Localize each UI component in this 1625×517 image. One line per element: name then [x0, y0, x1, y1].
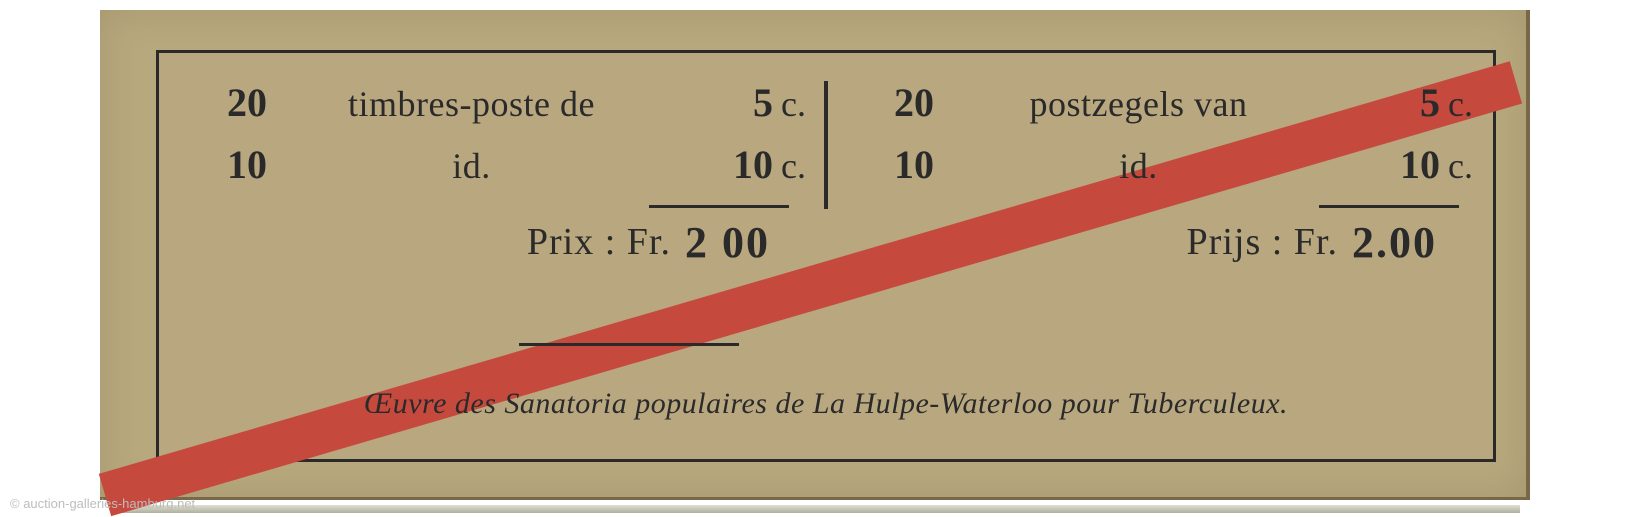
value: 5	[1420, 79, 1440, 126]
line-2: 10 id. 10 c.	[195, 141, 806, 203]
booklet-pages-edge	[120, 505, 1520, 513]
rule-under-right-10c	[1319, 205, 1459, 208]
french-column: 20 timbres-poste de 5 c. 10 id. 10 c.	[159, 79, 826, 285]
description: id.	[267, 145, 676, 187]
qty: 20	[862, 79, 934, 126]
price-label: Prijs : Fr.	[1187, 220, 1338, 264]
line-1: 20 timbres-poste de 5 c.	[195, 79, 806, 141]
denomination: 10 c.	[676, 141, 806, 188]
dutch-column: 20 postzegels van 5 c. 10 id. 10 c.	[826, 79, 1493, 285]
column-divider	[824, 81, 828, 209]
denomination: 5 c.	[676, 79, 806, 126]
rule-under-left-price	[519, 343, 739, 346]
unit: c.	[1448, 145, 1473, 187]
qty: 10	[195, 141, 267, 188]
description: postzegels van	[934, 83, 1343, 125]
charity-caption: Œuvre des Sanatoria populaires de La Hul…	[159, 387, 1493, 421]
unit: c.	[1448, 83, 1473, 125]
description: timbres-poste de	[267, 83, 676, 125]
line-2: 10 id. 10 c.	[862, 141, 1473, 203]
qty: 10	[862, 141, 934, 188]
cover-content: 20 timbres-poste de 5 c. 10 id. 10 c.	[159, 53, 1493, 459]
price-amount: 2.00	[1352, 217, 1437, 268]
denomination: 10 c.	[1343, 141, 1473, 188]
watermark-text: © auction-galleries-hamburg.net	[10, 496, 195, 511]
unit: c.	[781, 145, 806, 187]
denomination: 5 c.	[1343, 79, 1473, 126]
qty: 20	[195, 79, 267, 126]
value: 10	[1400, 141, 1440, 188]
price-label: Prix : Fr.	[527, 220, 671, 264]
rule-under-left-10c	[649, 205, 789, 208]
line-1: 20 postzegels van 5 c.	[862, 79, 1473, 141]
price-amount: 2 00	[685, 217, 770, 268]
unit: c.	[781, 83, 806, 125]
description: id.	[934, 145, 1343, 187]
price-row: Prijs : Fr. 2.00	[862, 203, 1473, 281]
stamp-booklet-cover: 20 timbres-poste de 5 c. 10 id. 10 c.	[100, 10, 1530, 500]
value: 5	[753, 79, 773, 126]
cover-frame: 20 timbres-poste de 5 c. 10 id. 10 c.	[156, 50, 1496, 462]
value: 10	[733, 141, 773, 188]
price-row: Prix : Fr. 2 00	[195, 203, 806, 281]
